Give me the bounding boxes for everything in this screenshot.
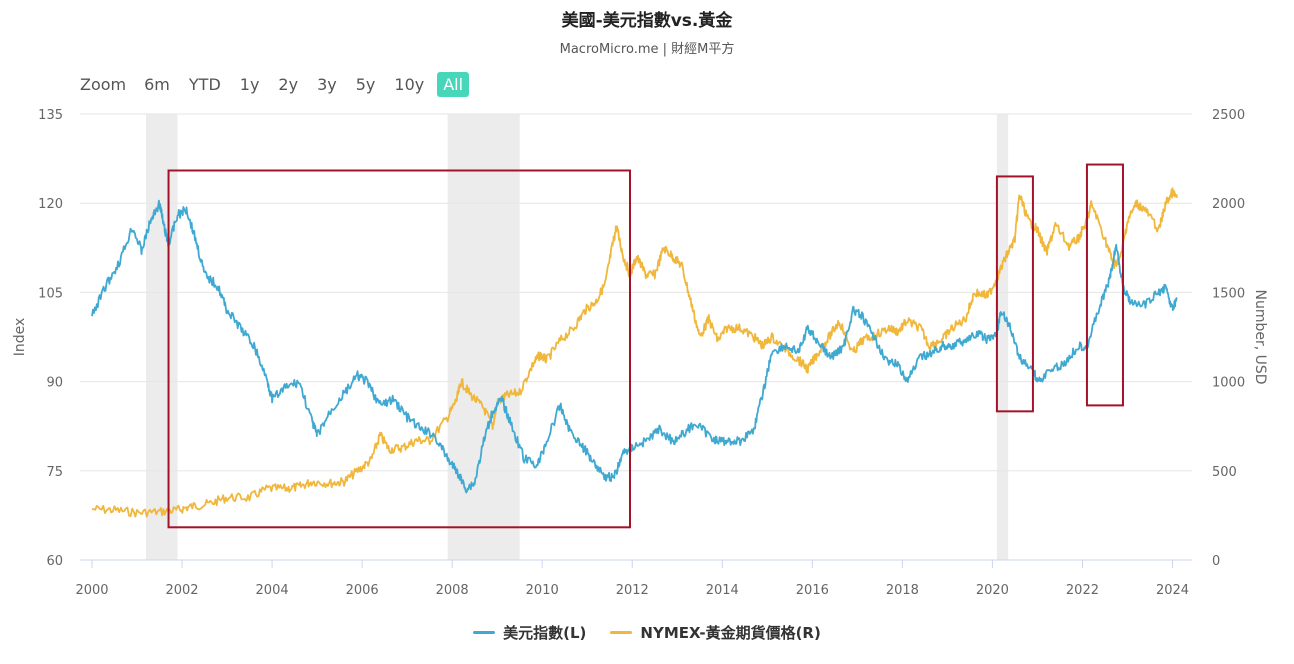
recession-band	[447, 114, 520, 560]
y-left-tick-label: 60	[46, 554, 63, 569]
y-left-axis-title: Index	[12, 318, 28, 357]
y-right-tick-label: 1000	[1212, 376, 1245, 391]
zoom-10y-button[interactable]: 10y	[394, 75, 425, 94]
legend-swatch-usd	[473, 631, 496, 634]
x-tick-label: 2010	[526, 583, 559, 598]
series-line-gold	[91, 187, 1178, 518]
y-right-tick-label: 2500	[1212, 108, 1245, 123]
x-tick-label: 2022	[1066, 583, 1099, 598]
zoom-3y-button[interactable]: 3y	[317, 75, 337, 94]
highlight-box	[995, 175, 1034, 413]
x-tick-label: 2018	[886, 583, 919, 598]
x-tick-label: 2012	[616, 583, 649, 598]
chart-legend: 美元指數(L) NYMEX-黃金期貨價格(R)	[0, 622, 1294, 643]
y-right-tick-label: 1500	[1212, 286, 1245, 301]
x-tick-label: 2006	[346, 583, 379, 598]
legend-label-usd: 美元指數(L)	[503, 624, 587, 642]
y-left-tick-label: 135	[38, 108, 63, 123]
zoom-ytd-button[interactable]: YTD	[188, 75, 221, 94]
zoom-5y-button[interactable]: 5y	[355, 75, 376, 94]
x-tick-label: 2020	[976, 583, 1009, 598]
x-tick-label: 2008	[436, 583, 469, 598]
recession-band	[146, 114, 178, 560]
zoom-bar: Zoom 6m YTD 1y 2y 3y 5y 10y All	[80, 72, 476, 97]
zoom-label: Zoom	[80, 75, 127, 94]
x-tick-label: 2016	[796, 583, 829, 598]
x-tick-label: 2002	[165, 583, 198, 598]
y-left-tick-label: 75	[46, 465, 63, 480]
recession-band	[996, 114, 1009, 560]
zoom-6m-button[interactable]: 6m	[144, 75, 170, 94]
x-tick-label: 2004	[256, 583, 289, 598]
legend-item-usd[interactable]: 美元指數(L)	[473, 622, 586, 643]
highlight-box	[1085, 163, 1124, 407]
y-left-tick-label: 120	[38, 197, 63, 212]
y-right-axis-title: Number, USD	[1252, 289, 1268, 384]
chart-subtitle: MacroMicro.me | 財經M平方	[559, 42, 735, 57]
y-right-tick-label: 500	[1212, 465, 1237, 480]
y-left-tick-label: 90	[46, 376, 63, 391]
x-tick-label: 2014	[706, 583, 739, 598]
zoom-1y-button[interactable]: 1y	[239, 75, 260, 94]
x-tick-label: 2024	[1156, 583, 1189, 598]
highlight-box	[167, 169, 631, 529]
y-right-tick-label: 0	[1212, 554, 1220, 569]
chart-title: 美國-美元指數vs.黃金	[561, 11, 733, 31]
zoom-all-button[interactable]: All	[437, 72, 470, 97]
legend-label-gold: NYMEX-黃金期貨價格(R)	[640, 624, 821, 642]
zoom-2y-button[interactable]: 2y	[278, 75, 299, 94]
y-right-tick-label: 2000	[1212, 197, 1245, 212]
x-tick-label: 2000	[75, 583, 108, 598]
y-left-tick-label: 105	[38, 286, 63, 301]
legend-item-gold[interactable]: NYMEX-黃金期貨價格(R)	[610, 622, 821, 643]
legend-swatch-gold	[610, 631, 633, 634]
series-line-usd	[91, 199, 1178, 494]
